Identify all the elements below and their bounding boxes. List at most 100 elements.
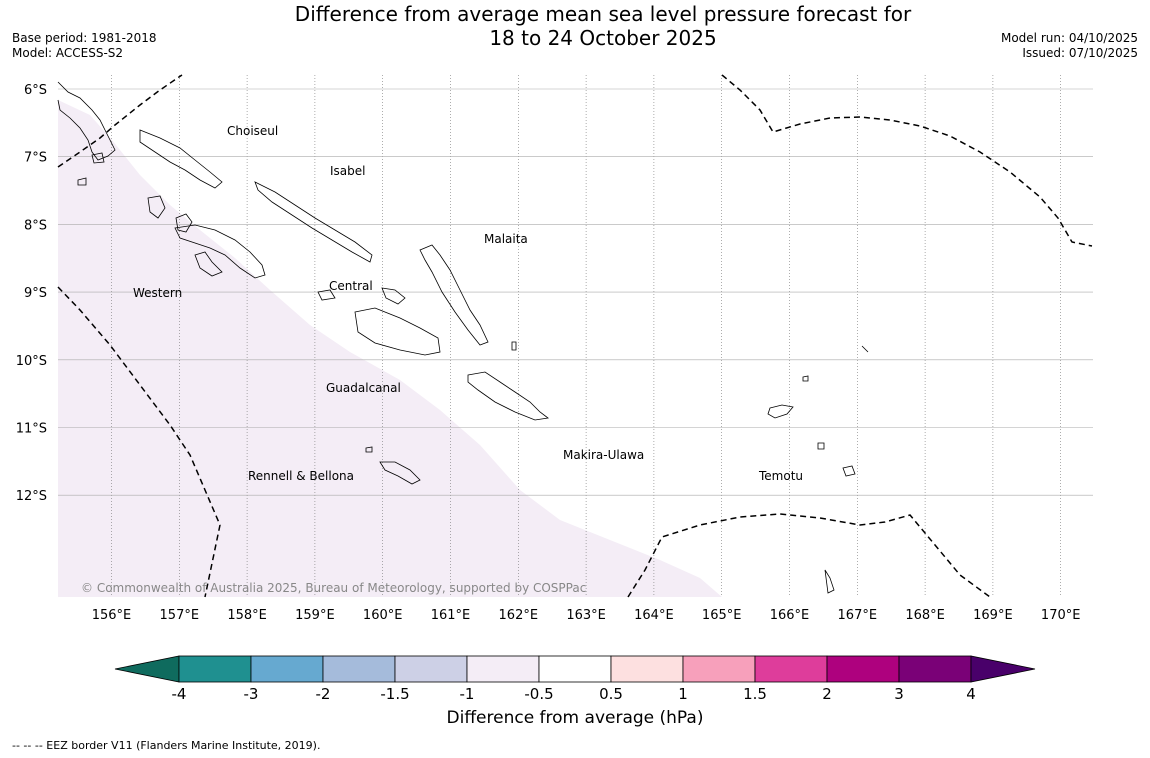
region-label-malaita: Malaita bbox=[484, 232, 528, 246]
colorbar-tick-labels: -4 -3 -2 -1.5 -1 -0.5 0.5 1 1.5 2 3 4 bbox=[172, 685, 976, 703]
kolombangara-coast bbox=[175, 213, 193, 233]
colorbar-tick-label: 0.5 bbox=[599, 685, 623, 703]
longitude-label: 168°E bbox=[905, 608, 945, 623]
ontong-java-coast bbox=[511, 341, 517, 351]
vella-lavella-coast bbox=[147, 195, 166, 219]
rennell-coast bbox=[379, 461, 421, 485]
eez-border-north-east bbox=[721, 74, 1093, 247]
colorbar-tick-label: 2 bbox=[822, 685, 832, 703]
region-label-isabel: Isabel bbox=[330, 164, 365, 178]
latitude-label: 8°S bbox=[24, 218, 47, 233]
colorbar-tick-label: 4 bbox=[966, 685, 976, 703]
duff-islands-coast bbox=[802, 375, 809, 382]
tikopia-coast bbox=[817, 442, 825, 450]
sikaiana-coast bbox=[861, 345, 869, 353]
colorbar-label: Difference from average (hPa) bbox=[446, 708, 704, 728]
colorbar-tick-label: 1.5 bbox=[743, 685, 767, 703]
colorbar-tick-label: -4 bbox=[172, 685, 187, 703]
anomaly-shading bbox=[58, 100, 722, 597]
colorbar-box bbox=[610, 655, 684, 683]
model-name: Model: ACCESS-S2 bbox=[12, 46, 124, 60]
longitude-label: 167°E bbox=[838, 608, 878, 623]
makira-coast bbox=[467, 371, 550, 421]
eez-border-south bbox=[627, 513, 991, 598]
latitude-label: 7°S bbox=[24, 151, 47, 166]
longitude-label: 169°E bbox=[973, 608, 1013, 623]
eez-borders bbox=[57, 74, 1093, 598]
colorbar-tick-label: -2 bbox=[316, 685, 331, 703]
longitude-label: 163°E bbox=[566, 608, 606, 623]
chart-title: Difference from average mean sea level p… bbox=[0, 2, 1150, 50]
santa-cruz-coast bbox=[767, 404, 794, 419]
colorbar-tick-label: -3 bbox=[244, 685, 259, 703]
longitude-labels: 156°E 157°E 158°E 159°E 160°E 161°E 162°E 163°E… bbox=[92, 608, 1081, 623]
longitude-label: 166°E bbox=[770, 608, 810, 623]
latitude-labels: 6°S 7°S 8°S 9°S 10°S 11°S 12°S bbox=[16, 83, 47, 504]
vanikoro-coast bbox=[842, 465, 856, 477]
region-label-western: Western bbox=[133, 286, 182, 300]
region-label-makira-ulawa: Makira-Ulawa bbox=[563, 448, 644, 462]
longitude-label: 160°E bbox=[363, 608, 403, 623]
shortland-coast bbox=[77, 177, 87, 186]
latitude-label: 6°S bbox=[24, 83, 47, 98]
colorbar-box bbox=[754, 655, 828, 683]
new-georgia-coast bbox=[174, 224, 266, 279]
base-period: Base period: 1981-2018 bbox=[12, 31, 157, 45]
colorbar-tick-label: 1 bbox=[678, 685, 688, 703]
colorbar-extend-low bbox=[114, 655, 180, 683]
coastlines bbox=[57, 81, 869, 594]
eez-footnote: -- -- -- EEZ border V11 (Flanders Marine… bbox=[12, 739, 321, 752]
longitude-label: 159°E bbox=[295, 608, 335, 623]
bougainville-coast bbox=[57, 81, 116, 161]
region-label-rennell-bellona: Rennell & Bellona bbox=[248, 469, 354, 483]
guadalcanal-coast bbox=[354, 307, 441, 356]
longitude-label: 158°E bbox=[227, 608, 267, 623]
colorbar-tick-label: -0.5 bbox=[524, 685, 553, 703]
colorbar-box bbox=[394, 655, 468, 683]
region-label-temotu: Temotu bbox=[758, 469, 803, 483]
longitude-label: 162°E bbox=[499, 608, 539, 623]
rendova-coast bbox=[194, 251, 223, 277]
anuta-coast bbox=[824, 569, 835, 594]
issued-date: Issued: 07/10/2025 bbox=[1022, 46, 1138, 60]
isabel-coast bbox=[254, 181, 373, 263]
title-line-1: Difference from average mean sea level p… bbox=[294, 2, 912, 26]
colorbar-tick-label: -1 bbox=[460, 685, 475, 703]
copyright-notice: © Commonwealth of Australia 2025, Bureau… bbox=[81, 581, 586, 595]
title-line-2: 18 to 24 October 2025 bbox=[489, 26, 717, 50]
model-run: Model run: 04/10/2025 bbox=[1000, 31, 1138, 45]
longitude-label: 157°E bbox=[160, 608, 200, 623]
eez-border-north-west bbox=[57, 74, 183, 168]
colorbar-box bbox=[682, 655, 756, 683]
longitude-label: 165°E bbox=[702, 608, 742, 623]
florida-islands-coast bbox=[381, 287, 406, 305]
longitude-label: 161°E bbox=[431, 608, 471, 623]
colorbar-tick-label: -1.5 bbox=[380, 685, 409, 703]
map: 6°S 7°S 8°S 9°S 10°S 11°S 12°S 156°E 157°E 158°E… bbox=[16, 74, 1093, 623]
latitude-label: 9°S bbox=[24, 286, 47, 301]
colorbar-box bbox=[250, 655, 324, 683]
malaita-coast bbox=[419, 244, 489, 346]
longitude-label: 156°E bbox=[92, 608, 132, 623]
region-label-central: Central bbox=[329, 279, 373, 293]
colorbar-box bbox=[538, 655, 612, 683]
latitude-label: 12°S bbox=[16, 489, 47, 504]
latitude-label: 10°S bbox=[16, 354, 47, 369]
colorbar-box bbox=[466, 655, 540, 683]
map-grid bbox=[58, 75, 1093, 597]
colorbar-extend-high bbox=[970, 655, 1036, 683]
longitude-label: 164°E bbox=[634, 608, 674, 623]
choiseul-coast bbox=[139, 129, 223, 189]
colorbar-box bbox=[178, 655, 252, 683]
colorbar-boxes bbox=[114, 655, 1036, 683]
buka-coast bbox=[91, 152, 105, 164]
savo-coast bbox=[317, 289, 336, 301]
longitude-label: 170°E bbox=[1041, 608, 1081, 623]
latitude-label: 11°S bbox=[16, 422, 47, 437]
region-label-choiseul: Choiseul bbox=[227, 124, 278, 138]
colorbar-box bbox=[322, 655, 396, 683]
meta-right: Model run: 04/10/2025 Issued: 07/10/2025 bbox=[1001, 31, 1138, 61]
colorbar-tick-label: 3 bbox=[894, 685, 904, 703]
region-label-guadalcanal: Guadalcanal bbox=[326, 381, 401, 395]
